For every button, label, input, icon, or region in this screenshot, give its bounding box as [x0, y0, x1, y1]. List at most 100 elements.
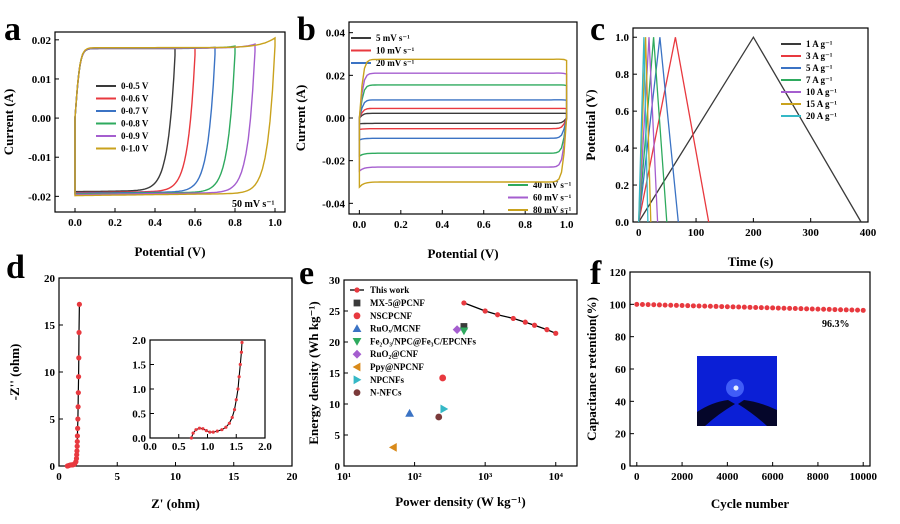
panel-e-legend-swatch: [352, 362, 361, 372]
panel-a-legend-label: 0-0.8 V: [121, 119, 149, 129]
panel-f-x-axis-label: Cycle number: [711, 496, 790, 511]
panel-e: e 10¹ 10² 10³ 10⁴ 0 5 10 15 20 25 30 Power density …: [299, 255, 578, 509]
panel-f-data-point: [696, 303, 702, 309]
panel-c-ytick-label: 0.4: [615, 143, 629, 155]
panel-e-this-work-point: [510, 315, 516, 322]
panel-f-ytick-label: 20: [615, 429, 627, 441]
panel-c-xtick-label: 200: [745, 227, 762, 239]
panel-f-data-point: [639, 301, 645, 307]
panel-c-legend-label: 15 A g⁻¹: [806, 99, 837, 109]
panel-letter-f: f: [590, 255, 602, 292]
panel-d-inset-ytick-label: 1.0: [132, 384, 146, 396]
panel-d-inset-data-point: [189, 436, 193, 440]
panel-f-data-point: [821, 306, 827, 312]
panel-a-plot-frame: [54, 31, 286, 213]
panel-c-gcd-curve: [638, 37, 679, 223]
panel-a-ytick-label: 0.02: [32, 35, 52, 47]
panel-d-inset-data-point: [204, 429, 208, 433]
panel-f-data-point: [753, 304, 759, 310]
panel-e-this-work-line: [463, 302, 557, 334]
panel-f-retention-label: 96.3%: [822, 319, 850, 330]
panel-f-data-point: [815, 306, 821, 312]
panel-d-inset-ytick-label: 0.5: [132, 409, 146, 421]
panel-c-legend-label: 7 A g⁻¹: [806, 75, 833, 85]
panel-f-data-point: [781, 305, 787, 311]
panel-e-this-work-point: [531, 322, 538, 328]
panel-d-inset-data-point: [234, 398, 238, 402]
panel-f-xtick-label: 2000: [671, 471, 694, 483]
panel-f-y-axis-label: Capacitance retention(%): [584, 297, 599, 441]
panel-d-data-point: [73, 455, 80, 462]
panel-c-gcd-curve: [638, 37, 649, 223]
panel-d-data-point: [75, 425, 81, 431]
panel-f-data-point: [690, 303, 696, 309]
panel-e-legend-label: This work: [370, 285, 409, 295]
panel-e-legend-swatch: [353, 299, 361, 307]
panel-c-gcd-curve: [638, 37, 659, 223]
panel-c-ytick-label: 1.0: [615, 32, 629, 44]
panel-d-inset-data-point: [194, 428, 198, 432]
panel-e-reference-point: [460, 323, 468, 330]
panel-f-data-point: [849, 307, 855, 313]
panel-d-inset-ytick-label: 0.0: [132, 433, 146, 445]
panel-b-xtick-label: 0.8: [518, 219, 532, 231]
panel-f-data-point: [747, 304, 753, 310]
panel-e-reference-point: [439, 374, 447, 382]
panel-b-xtick-label: 1.0: [560, 219, 574, 231]
panel-f-data-point: [741, 304, 747, 310]
panel-d-inset-data-point: [211, 430, 215, 434]
panel-c-ytick-label: 0.2: [615, 180, 629, 192]
panel-e-reference-point: [435, 413, 443, 421]
panel-letter-c: c: [590, 11, 605, 48]
panel-a-x-axis-label: Potential (V): [134, 244, 205, 259]
panel-f-data-point: [730, 304, 736, 310]
panel-f-data-point: [651, 302, 657, 308]
panel-b-cv-curve: [358, 84, 568, 158]
panel-d-data-point: [75, 404, 81, 410]
panel-d-ytick-label: 15: [44, 320, 56, 332]
panel-f-ytick-label: 100: [610, 299, 627, 311]
panel-a-ytick-label: 0.01: [32, 74, 51, 86]
panel-f-data-point: [719, 304, 725, 310]
panel-b-legend-label: 5 mV s⁻¹: [376, 33, 410, 43]
panel-e-ytick-label: 30: [329, 275, 341, 287]
panel-e-legend-label: NSCPCNF: [370, 311, 413, 321]
panel-e-legend-label: N-NFCs: [370, 388, 402, 398]
panel-f-content: 0 2000 4000 6000 8000 10000 0 20 40 60 80 100 120 Cyc…: [584, 267, 877, 511]
panel-a-scan-rate-label: 50 mV s⁻¹: [232, 199, 275, 210]
panel-e-xtick-label: 10³: [478, 471, 493, 483]
panel-d-data-point: [74, 448, 80, 454]
panel-c-x-axis-label: Time (s): [728, 254, 774, 269]
panel-e-y-axis-label: Energy density (Wh kg⁻¹): [306, 301, 321, 444]
panel-f-xtick-label: 8000: [807, 471, 830, 483]
panel-a-y-axis-label: Current (A): [1, 89, 16, 156]
panel-e-xtick-label: 10²: [407, 471, 422, 483]
panel-d-inset-xtick-label: 1.5: [229, 441, 243, 453]
panel-e-ytick-label: 25: [329, 306, 341, 318]
panel-f-data-point: [838, 307, 844, 313]
panel-c-content: 0 100 200 300 400 0.0 0.2 0.4 0.6 0.8 1.0 Time (s) P…: [583, 27, 877, 269]
panel-c-legend-label: 3 A g⁻¹: [806, 51, 833, 61]
panel-a-cv-curve: [74, 43, 256, 196]
panel-e-ytick-label: 0: [335, 461, 341, 473]
panel-c-legend-label: 10 A g⁻¹: [806, 87, 837, 97]
led-bulb: [733, 385, 739, 391]
panel-b-ytick-label: -0.04: [322, 198, 345, 210]
panel-f-data-point: [736, 304, 742, 310]
panel-a-xtick-label: 0.4: [148, 217, 162, 229]
panel-e-this-work-point: [553, 330, 559, 336]
panel-e-reference-point: [459, 327, 469, 336]
panel-b-xtick-label: 0.0: [352, 219, 366, 231]
panel-a-legend-label: 0-0.5 V: [121, 81, 149, 91]
panel-d-xtick-label: 10: [170, 471, 182, 483]
panel-f-data-point: [702, 303, 708, 309]
panel-d-data-point: [76, 355, 82, 361]
panel-f-data-point: [843, 307, 849, 313]
panel-d-y-axis-label: -Z'' (ohm): [7, 344, 22, 401]
panel-e-legend-swatch: [352, 338, 362, 346]
panel-a-content: 0.0 0.2 0.4 0.6 0.8 1.0 -0.02 -0.01 0.00 0.01 0.02…: [1, 31, 286, 259]
panel-f-data-point: [798, 306, 804, 312]
panel-b-cv-curve: [358, 72, 568, 173]
panel-e-legend-label: NPCNFs: [370, 375, 404, 385]
